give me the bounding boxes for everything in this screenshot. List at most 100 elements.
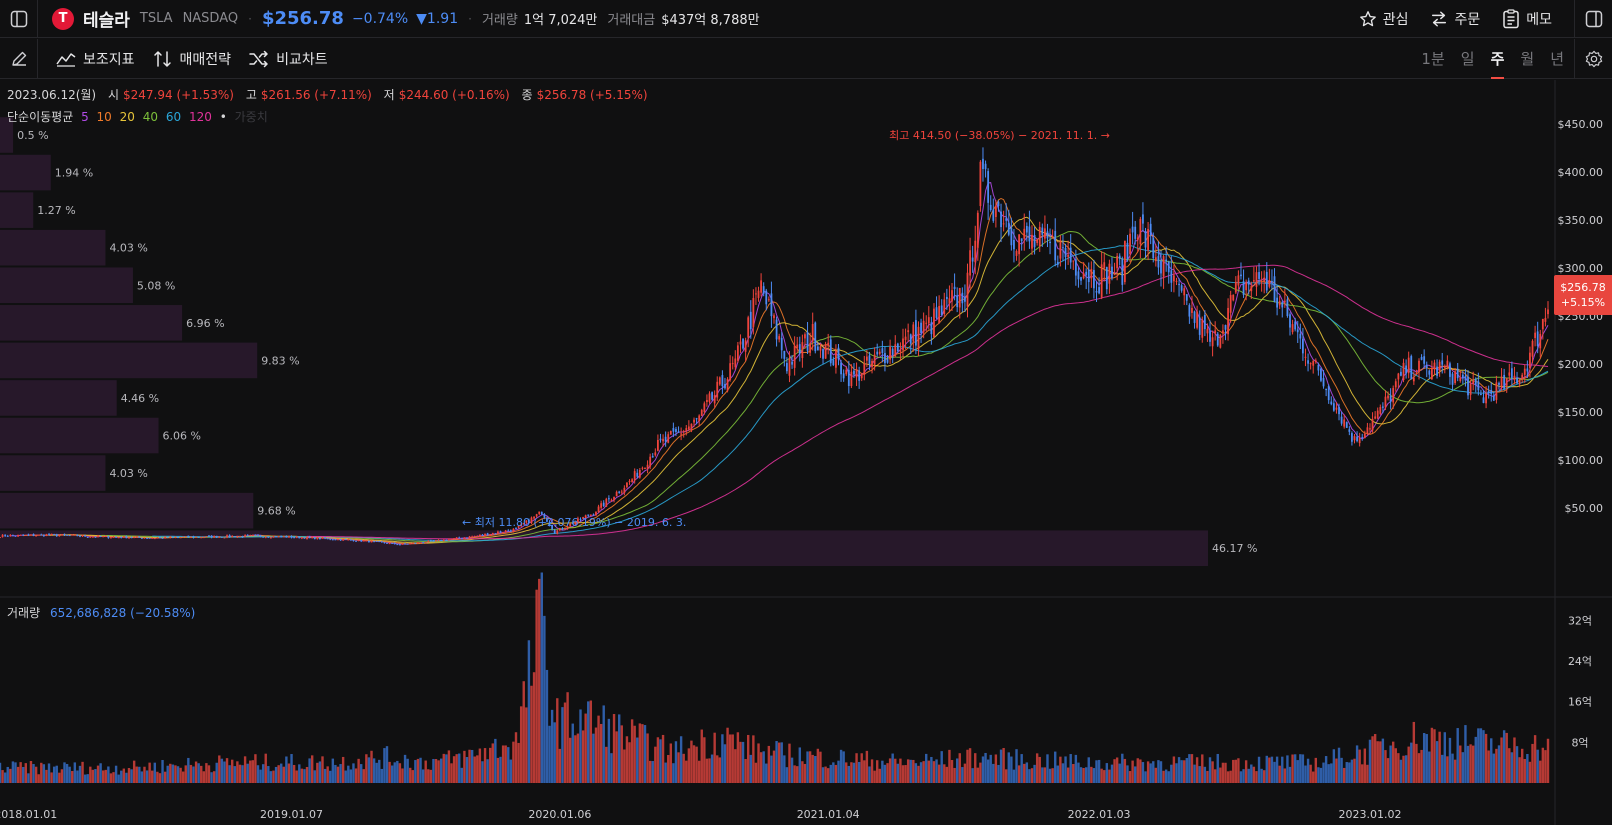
period-tab-day[interactable]: 일 bbox=[1460, 50, 1475, 68]
candle-body bbox=[533, 516, 535, 519]
candle-body bbox=[440, 539, 443, 541]
candle-body bbox=[592, 514, 595, 516]
volume-bar bbox=[574, 735, 577, 783]
indicators-button[interactable]: 보조지표 bbox=[56, 49, 135, 69]
order-button[interactable]: 주문 bbox=[1430, 9, 1480, 29]
volume-bar bbox=[179, 767, 182, 783]
candle-body bbox=[502, 532, 504, 534]
candle-body bbox=[881, 348, 884, 354]
volume-bar bbox=[1007, 752, 1010, 783]
price-tick-label: $300.00 bbox=[1558, 262, 1604, 275]
candle-body bbox=[631, 479, 633, 483]
candle-body bbox=[1410, 356, 1413, 380]
volume-bar bbox=[1386, 758, 1390, 783]
candle-body bbox=[734, 358, 737, 368]
volume-bar bbox=[873, 770, 876, 783]
price-change-amount: ▼1.91 bbox=[416, 10, 459, 27]
candle-body bbox=[873, 354, 876, 365]
volume-bar bbox=[1157, 760, 1160, 783]
candle-body bbox=[293, 537, 296, 539]
volume-bar bbox=[1541, 747, 1545, 783]
volume-bar bbox=[233, 766, 236, 783]
volume-bar bbox=[901, 765, 905, 783]
candle-body bbox=[448, 539, 450, 541]
drawing-tool-button[interactable] bbox=[0, 38, 38, 79]
volume-bar bbox=[225, 758, 229, 783]
volume-bar bbox=[47, 763, 51, 783]
candle-body bbox=[466, 537, 468, 539]
volume-bar bbox=[1097, 759, 1101, 783]
volume-bar bbox=[971, 768, 974, 783]
volume-bar bbox=[1459, 745, 1462, 783]
volume-bar bbox=[1121, 753, 1124, 783]
candle-body bbox=[1111, 266, 1113, 279]
candle-body bbox=[613, 497, 615, 501]
candle-body bbox=[259, 535, 262, 537]
period-tab-1min[interactable]: 1분 bbox=[1421, 50, 1445, 68]
candle-body bbox=[478, 534, 481, 537]
time-tick-label: 2023.01.02 bbox=[1338, 808, 1401, 821]
volume-bar bbox=[659, 739, 662, 783]
candle-body bbox=[445, 539, 448, 541]
candle-body bbox=[1508, 372, 1511, 376]
volume-bar bbox=[958, 753, 961, 783]
volume-bar bbox=[731, 734, 734, 783]
volume-bar bbox=[963, 763, 967, 783]
candle-body bbox=[1441, 360, 1444, 365]
star-icon bbox=[1359, 11, 1376, 27]
period-tab-month[interactable]: 월 bbox=[1520, 50, 1535, 68]
tesla-logo: T bbox=[52, 7, 74, 30]
volume-bar bbox=[535, 589, 538, 783]
memo-button[interactable]: 메모 bbox=[1502, 9, 1552, 29]
candle-body bbox=[1283, 300, 1286, 303]
strategy-button[interactable]: 매매전략 bbox=[153, 49, 231, 69]
volume-profile-label: 6.96 % bbox=[186, 317, 224, 330]
candle-body bbox=[1082, 273, 1085, 279]
volume-bar bbox=[664, 762, 667, 783]
volume-bar bbox=[1324, 756, 1328, 783]
volume-bar bbox=[1164, 769, 1168, 783]
right-panel-toggle-button[interactable] bbox=[1574, 0, 1612, 38]
candle-body bbox=[1505, 378, 1508, 386]
volume-bar bbox=[1213, 769, 1217, 783]
pen-icon bbox=[11, 51, 26, 66]
low-label: 저 bbox=[383, 88, 395, 102]
watchlist-button[interactable]: 관심 bbox=[1359, 9, 1408, 29]
candle-body bbox=[1015, 251, 1018, 256]
candle-body bbox=[42, 534, 45, 537]
volume-bar bbox=[215, 762, 218, 783]
volume-bar bbox=[558, 748, 562, 783]
volume-bar bbox=[1495, 748, 1498, 783]
candle-body bbox=[690, 423, 693, 430]
period-tab-year[interactable]: 년 bbox=[1550, 50, 1564, 68]
candle-body bbox=[27, 534, 30, 536]
volume-bar bbox=[1474, 736, 1477, 783]
candle-body bbox=[120, 537, 123, 539]
volume-bar bbox=[1154, 767, 1158, 783]
candle-body bbox=[667, 434, 670, 443]
compare-button[interactable]: 비교차트 bbox=[249, 49, 328, 69]
indicators-label: 보조지표 bbox=[83, 51, 135, 68]
chart-settings-button[interactable] bbox=[1574, 39, 1612, 79]
candle-body bbox=[437, 539, 440, 541]
volume-bar bbox=[1379, 741, 1382, 783]
candle-body bbox=[396, 544, 399, 546]
candle-body bbox=[179, 537, 182, 539]
candle-body bbox=[1237, 275, 1240, 286]
price-chart[interactable]: 0.5 % 1.94 % 1.27 % 4.03 % 5.08 % 6.96 % 9.83 … bbox=[0, 80, 1612, 825]
candle-body bbox=[577, 518, 579, 523]
candle-body bbox=[507, 530, 510, 532]
candle-body bbox=[295, 536, 298, 538]
candle-body bbox=[429, 540, 432, 542]
volume-bar bbox=[380, 768, 384, 783]
candle-body bbox=[1077, 271, 1080, 280]
period-tab-week[interactable]: 주 bbox=[1490, 39, 1504, 79]
candle-body bbox=[1144, 231, 1147, 248]
candle-body bbox=[677, 431, 680, 433]
volume-bar bbox=[747, 734, 750, 783]
sidebar-toggle-button[interactable] bbox=[0, 0, 38, 38]
volume-bar bbox=[1283, 768, 1287, 783]
volume-bar bbox=[238, 764, 242, 783]
volume-bar bbox=[1110, 764, 1114, 783]
candle-body bbox=[669, 431, 672, 435]
